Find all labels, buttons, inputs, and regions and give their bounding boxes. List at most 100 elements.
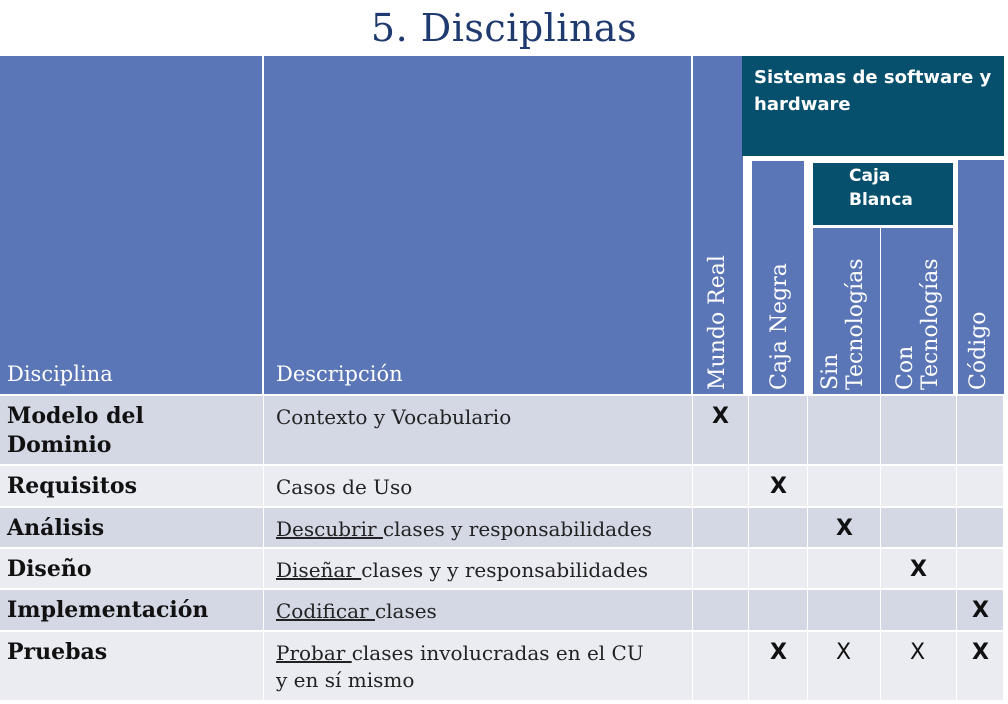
mark-cell	[693, 632, 749, 700]
mark-cell	[749, 590, 808, 630]
table-row: Modelo del Dominio Contexto y Vocabulario X	[0, 396, 1004, 464]
mark-cell	[693, 549, 749, 588]
descripcion-text-line2: y en sí mismo	[276, 668, 415, 692]
disciplina-cell: Análisis	[0, 508, 264, 547]
sistemas-label-line1: Sistemas de software y	[754, 67, 992, 88]
mark-cell	[749, 396, 808, 464]
x-mark: X	[972, 598, 989, 623]
mark-cell	[749, 549, 808, 588]
mark-cell	[808, 508, 881, 547]
mark-cell	[881, 466, 957, 506]
header-sin-tec-cell	[810, 228, 881, 394]
x-mark: X	[836, 640, 852, 665]
disciplina-text-line2: Dominio	[7, 431, 112, 458]
disciplina-text: Implementación	[7, 597, 209, 623]
disciplina-cell: Pruebas	[0, 632, 264, 700]
mark-cell	[749, 466, 808, 506]
descripcion-text: Contexto y Vocabulario	[276, 405, 512, 429]
table-row: Requisitos Casos de Uso X	[0, 466, 1004, 506]
header-sin-tecnologias: Sin Tecnologías	[818, 258, 869, 390]
disciplina-text: Modelo del	[7, 403, 144, 429]
table-row: Pruebas Probar clases involucradas en el …	[0, 632, 1004, 700]
mark-cell	[808, 396, 881, 464]
x-mark: X	[770, 640, 787, 665]
header-con-tecnologias: Con Tecnologías	[893, 258, 944, 390]
sin-tec-line2: Tecnologías	[843, 258, 869, 390]
descripcion-text: clases	[374, 599, 437, 623]
descripcion-cell: Contexto y Vocabulario	[264, 396, 693, 464]
mark-cell	[749, 508, 808, 547]
descripcion-text: clases y y responsabilidades	[361, 558, 649, 582]
header-descripcion-cell	[264, 56, 691, 394]
disciplina-cell: Modelo del Dominio	[0, 396, 264, 464]
header-con-tec-cell	[881, 228, 956, 394]
header-disciplina: Disciplina	[7, 362, 113, 386]
descripcion-verb: Probar	[276, 641, 352, 665]
descripcion-verb: Diseñar	[276, 558, 362, 582]
mark-cell	[808, 549, 881, 588]
mark-cell	[957, 632, 1004, 700]
mark-cell	[808, 590, 881, 630]
con-tec-line2: Tecnologías	[918, 258, 944, 390]
table-row: Implementación Codificar clases X	[0, 590, 1004, 630]
header-codigo: Código	[966, 311, 991, 390]
caja-blanca-line1: Caja	[849, 166, 891, 186]
mark-cell	[957, 508, 1004, 547]
x-mark: X	[712, 404, 729, 429]
disciplina-text: Diseño	[7, 556, 92, 582]
mark-cell	[693, 590, 749, 630]
page-title: 5. Disciplinas	[370, 6, 638, 50]
disciplina-text: Pruebas	[7, 639, 108, 665]
caja-blanca-line2: Blanca	[849, 189, 913, 210]
descripcion-cell: Descubrir clases y responsabilidades	[264, 508, 693, 547]
x-mark: X	[770, 474, 787, 499]
header-caja-negra: Caja Negra	[767, 263, 792, 390]
mark-cell	[808, 466, 881, 506]
descripcion-cell: Codificar clases	[264, 590, 693, 630]
mark-cell	[693, 396, 749, 464]
mark-cell	[693, 466, 749, 506]
caja-blanca-box: Caja Blanca	[810, 160, 956, 228]
x-mark: X	[836, 516, 853, 541]
table-row: Análisis Descubrir clases y responsabilid…	[0, 508, 1004, 547]
disciplina-cell: Requisitos	[0, 466, 264, 506]
disciplina-cell: Implementación	[0, 590, 264, 630]
mark-cell	[693, 508, 749, 547]
header-mundo-real: Mundo Real	[705, 255, 730, 390]
mark-cell	[881, 590, 957, 630]
x-mark: X	[910, 640, 926, 665]
header-codigo-cell	[958, 160, 1004, 394]
disciplina-cell: Diseño	[0, 549, 264, 588]
descripcion-cell: Diseñar clases y y responsabilidades	[264, 549, 693, 588]
descripcion-text: clases y responsabilidades	[382, 517, 652, 541]
descripcion-cell: Casos de Uso	[264, 466, 693, 506]
x-mark: X	[972, 640, 989, 665]
mark-cell	[957, 396, 1004, 464]
descripcion-verb: Codificar	[276, 599, 375, 623]
header-descripcion: Descripción	[276, 362, 403, 386]
mark-cell	[881, 508, 957, 547]
disciplina-text: Requisitos	[7, 473, 137, 499]
mark-cell	[881, 549, 957, 588]
descripcion-cell: Probar clases involucradas en el CU y en …	[264, 632, 693, 700]
descripcion-text: Casos de Uso	[276, 475, 413, 499]
mark-cell	[881, 396, 957, 464]
descripcion-text: clases involucradas en el CU	[351, 641, 644, 665]
mark-cell	[957, 549, 1004, 588]
mark-cell	[957, 466, 1004, 506]
header-mundo-real-cell	[693, 56, 743, 394]
x-mark: X	[910, 557, 927, 582]
sin-tec-line1: Sin	[818, 353, 843, 390]
table-row: Diseño Diseñar clases y y responsabilidad…	[0, 549, 1004, 588]
disciplina-text: Análisis	[7, 515, 105, 541]
mark-cell	[749, 632, 808, 700]
sistemas-label-line2: hardware	[754, 94, 851, 115]
mark-cell	[808, 632, 881, 700]
header-disciplina-cell	[0, 56, 262, 394]
con-tec-line1: Con	[893, 345, 918, 390]
descripcion-verb: Descubrir	[276, 517, 383, 541]
header-caja-negra-cell	[749, 158, 807, 394]
sistemas-software-hardware-box: Sistemas de software y hardware	[742, 56, 1004, 156]
mark-cell	[957, 590, 1004, 630]
mark-cell	[881, 632, 957, 700]
